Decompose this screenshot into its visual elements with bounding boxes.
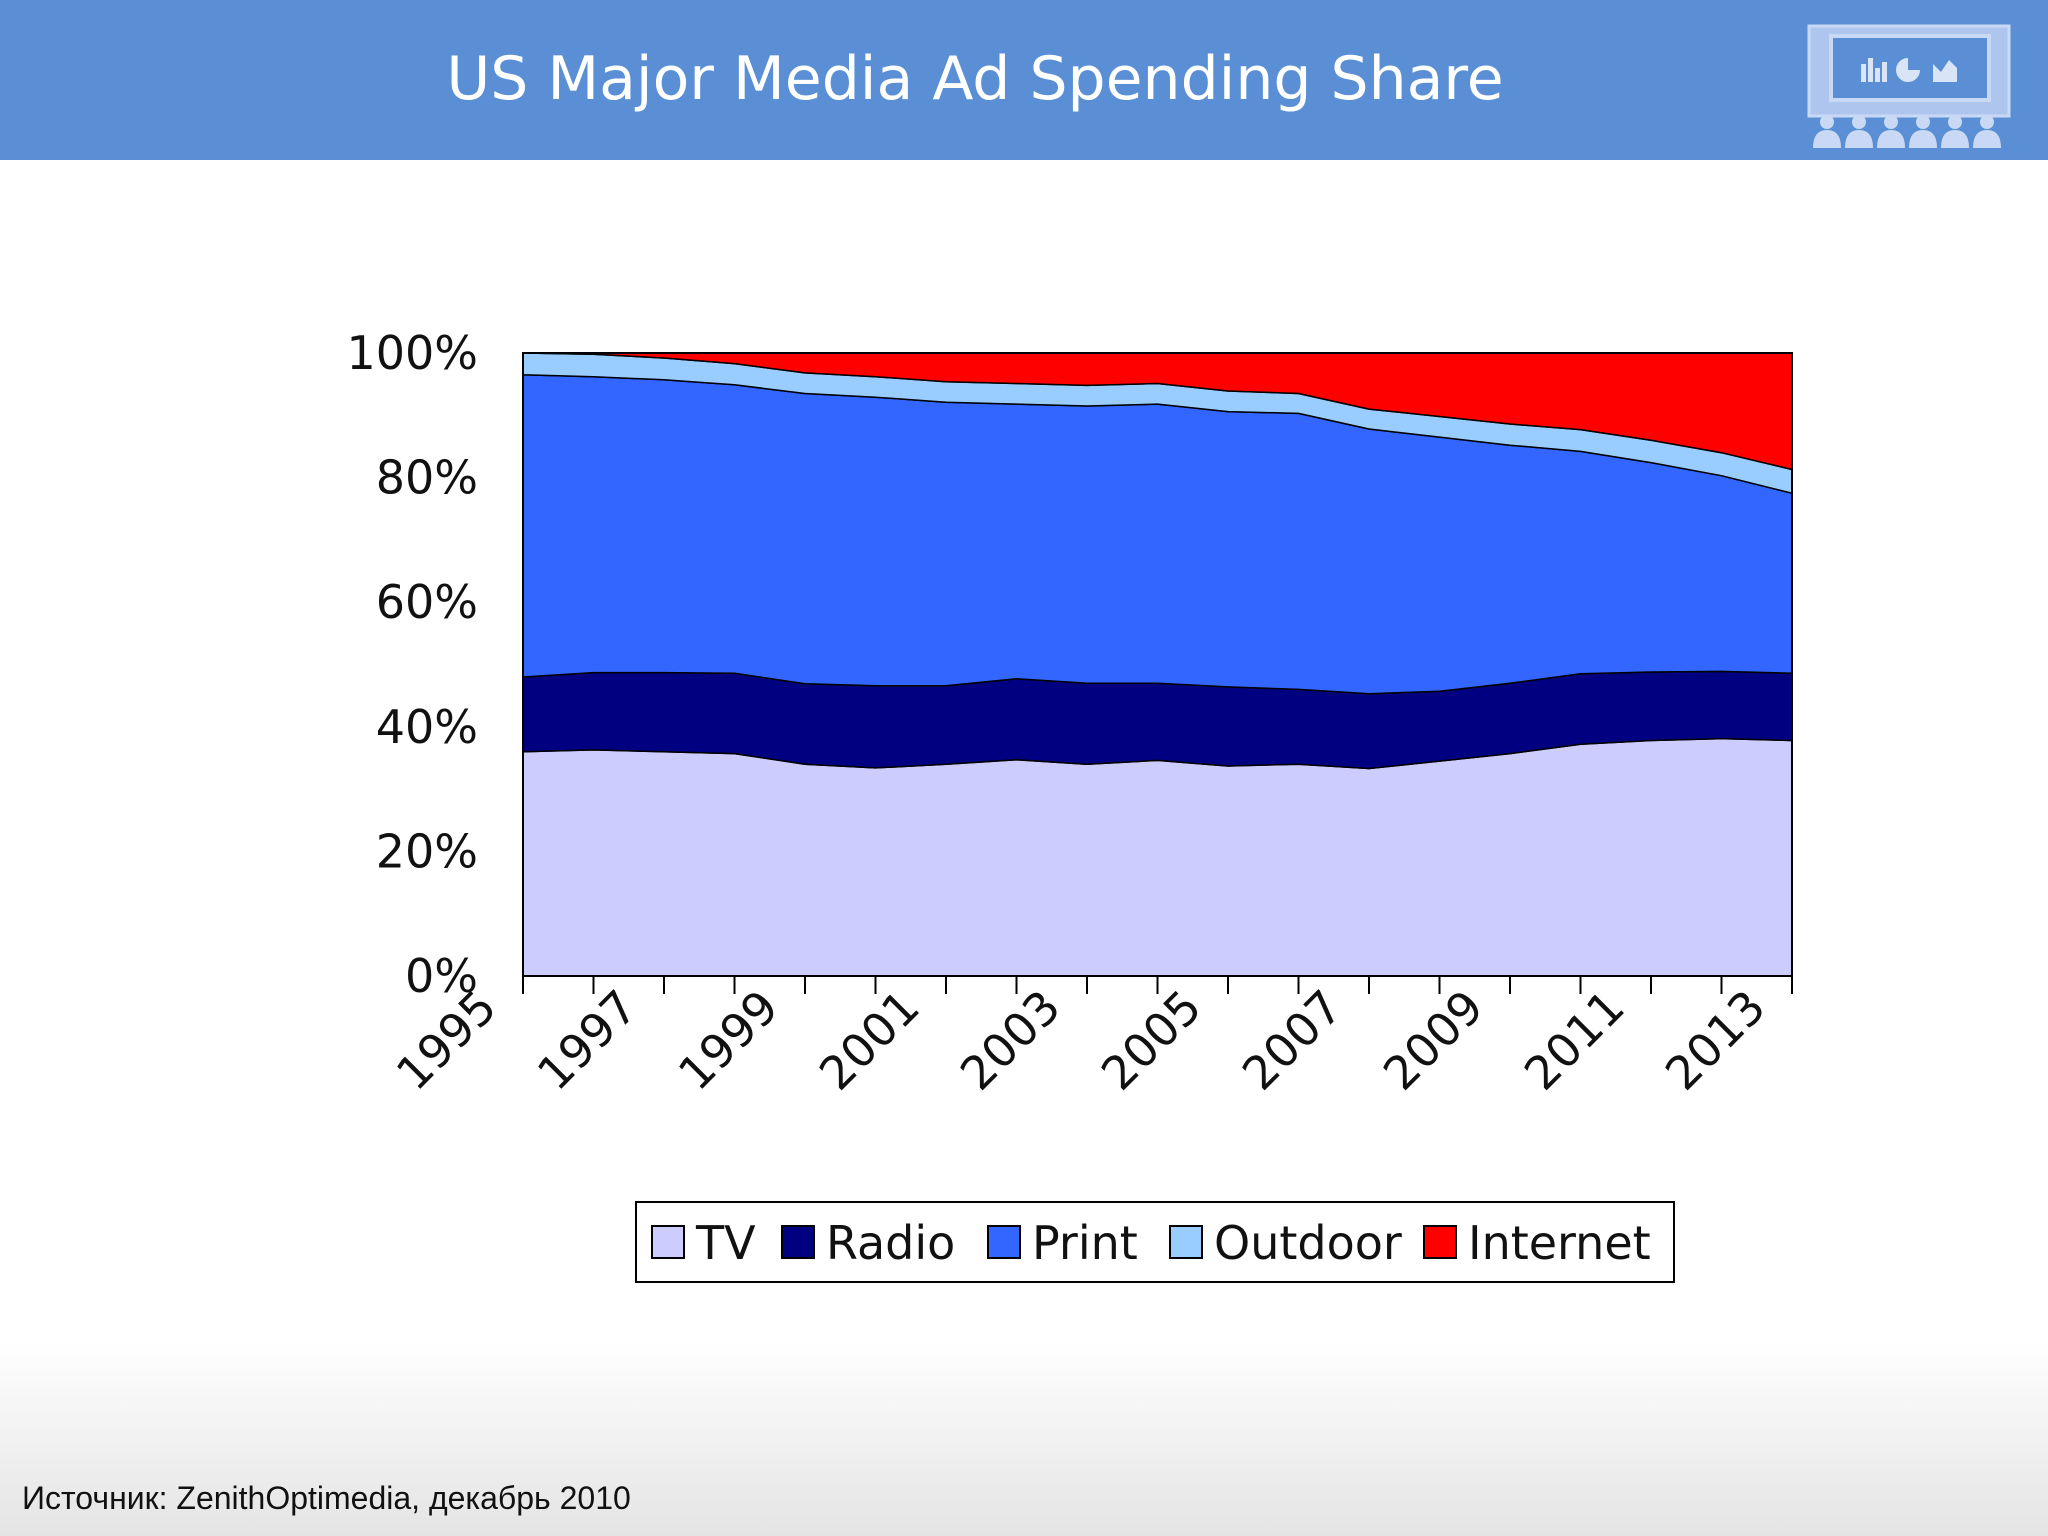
legend-label-print: Print [1032, 1216, 1138, 1270]
x-tick-label: 2007 [1232, 980, 1353, 1101]
legend-swatch-radio [781, 1225, 815, 1259]
y-tick-label: 100% [346, 326, 478, 380]
legend-label-tv: TV [695, 1216, 756, 1270]
x-tick-label: 2003 [950, 980, 1071, 1101]
y-tick-label: 0% [405, 949, 478, 1003]
page-title: US Major Media Ad Spending Share [446, 44, 1504, 114]
x-tick-label: 1997 [527, 980, 648, 1101]
y-tick-label: 40% [376, 700, 478, 754]
footer-band [0, 1340, 2048, 1536]
y-tick-label: 60% [376, 575, 478, 629]
legend-swatch-internet [1423, 1225, 1457, 1259]
area-series-group [522, 352, 1793, 977]
legend-swatch-tv [651, 1225, 685, 1259]
legend-label-outdoor: Outdoor [1214, 1216, 1402, 1270]
x-tick-label: 2001 [809, 980, 930, 1101]
x-axis: 1995 1997 1999 2001 2003 2005 2007 2009 2011 2013 [386, 976, 1793, 1101]
y-tick-label: 80% [376, 451, 478, 505]
source-note: Источник: ZenithOptimedia, декабрь 2010 [22, 1480, 631, 1516]
y-axis: 0% 20% 40% 60% 80% 100% [346, 326, 478, 1003]
stacked-area-chart: 0% 20% 40% 60% 80% 100% 1995 1997 1999 2001 2003 2… [346, 326, 1793, 1283]
legend-label-internet: Internet [1468, 1216, 1651, 1270]
legend-swatch-outdoor [1169, 1225, 1203, 1259]
x-tick-label: 2005 [1091, 980, 1212, 1101]
y-tick-label: 20% [376, 824, 478, 878]
x-tick-label: 2013 [1655, 980, 1776, 1101]
legend-swatch-print [987, 1225, 1021, 1259]
presentation-screen-audience-icon [1807, 24, 2011, 148]
legend-label-radio: Radio [826, 1216, 955, 1270]
area-tv [522, 737, 1793, 977]
header-bar [0, 0, 2048, 160]
x-tick-label: 1999 [668, 980, 789, 1101]
legend: TV Radio Print Outdoor Internet [635, 1201, 1675, 1283]
x-tick-label: 2011 [1514, 980, 1635, 1101]
x-tick-label: 2009 [1373, 980, 1494, 1101]
